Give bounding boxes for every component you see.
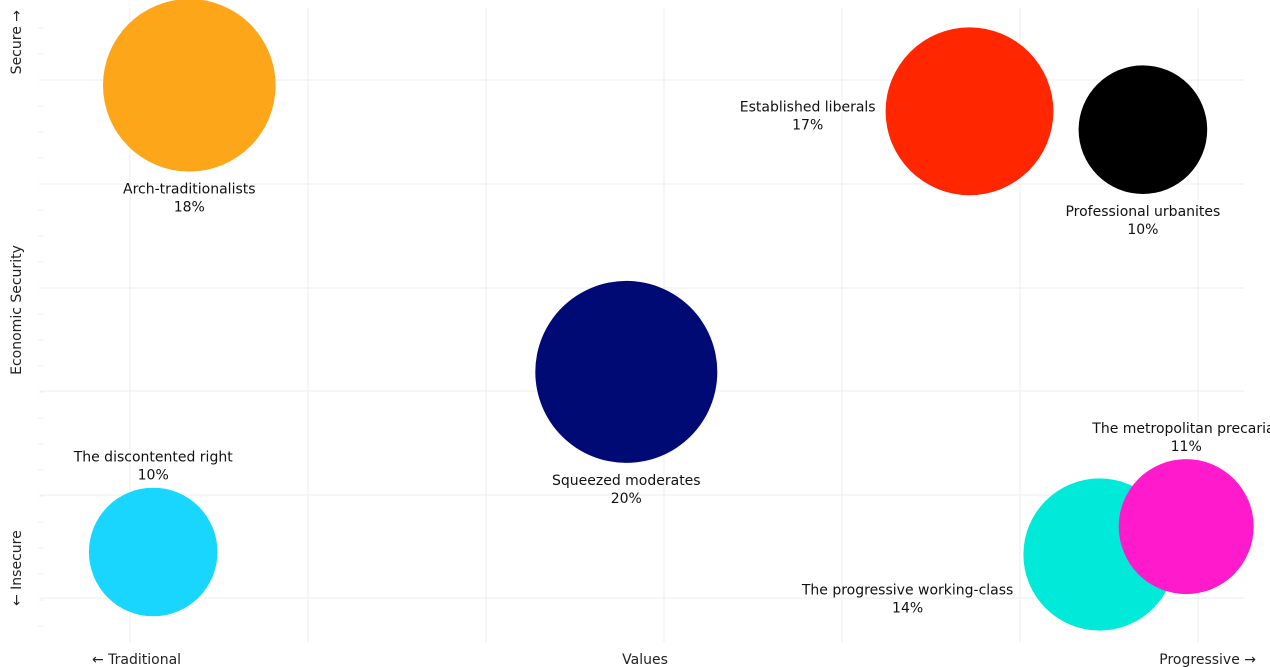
bubble-label-share: 11% xyxy=(1171,439,1202,455)
bubble-label-share: 18% xyxy=(174,200,205,216)
x-axis-title: Values xyxy=(622,652,668,667)
bubble-label-name: Squeezed moderates xyxy=(552,473,701,489)
bubble-labels: Arch-traditionalists 18% Established liber… xyxy=(73,99,1270,616)
bubble-label-name: The progressive working-class xyxy=(801,583,1014,599)
bubble-the-metropolitan-precariat xyxy=(1118,459,1254,595)
bubble-label-name: Established liberals xyxy=(740,99,876,115)
bubble-label-name: The discontented right xyxy=(73,450,234,466)
axes: ← Traditional Values Progressive → ← Ins… xyxy=(9,10,1256,667)
bubble-label-share: 17% xyxy=(792,117,823,133)
bubble-established-liberals xyxy=(885,27,1054,196)
bubble-label-name: Professional urbanites xyxy=(1065,204,1220,220)
bubbles xyxy=(88,0,1254,631)
bubble-the-discontented-right xyxy=(88,487,218,617)
bubble-label-share: 14% xyxy=(892,601,923,617)
y-axis-top-label: Secure → xyxy=(9,10,25,75)
bubble-label-name: Arch-traditionalists xyxy=(123,182,256,198)
bubble-squeezed-moderates xyxy=(535,280,718,463)
bubble-label-share: 20% xyxy=(611,491,642,507)
bubble-professional-urbanites xyxy=(1078,65,1208,194)
bubble-label-share: 10% xyxy=(138,468,169,484)
bubble-label-name: The metropolitan precariat xyxy=(1091,421,1270,437)
bubble-arch-traditionalists xyxy=(103,0,276,172)
y-axis-bottom-label: ← Insecure xyxy=(9,530,25,606)
x-axis-right-label: Progressive → xyxy=(1159,652,1256,667)
bubble-label-share: 10% xyxy=(1127,222,1158,238)
y-axis-title: Economic Security xyxy=(9,245,25,375)
x-axis-left-label: ← Traditional xyxy=(92,652,181,667)
